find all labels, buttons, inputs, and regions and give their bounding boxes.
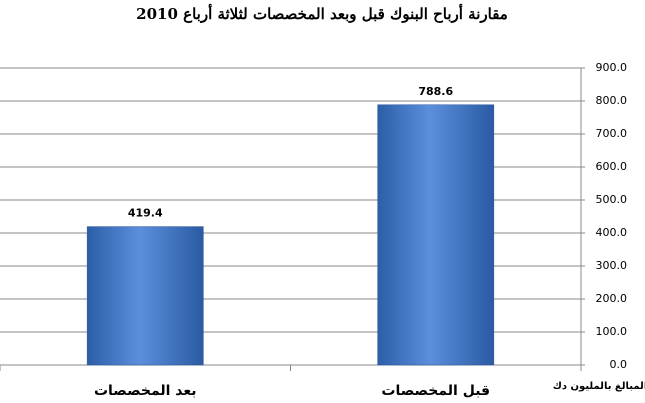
y-tick-label: 100.0 — [596, 325, 628, 338]
y-tick-label: 500.0 — [596, 193, 628, 206]
y-tick-label: 700.0 — [596, 127, 628, 140]
y-tick-label: 400.0 — [596, 226, 628, 239]
bar — [86, 226, 204, 366]
y-tick-label: 0.0 — [610, 358, 628, 371]
y-tick-label: 900.0 — [596, 61, 628, 74]
value-label: 788.6 — [418, 85, 453, 98]
y-tick-label: 300.0 — [596, 259, 628, 272]
value-label: 419.4 — [128, 207, 163, 220]
x-tick-label: بعد المخصصات — [94, 383, 197, 399]
x-tick-label: قبل المخصصات — [381, 383, 490, 399]
y-tick-label: 200.0 — [596, 292, 628, 305]
chart-title: مقارنة أرباح البنوك قبل وبعد المخصصات لث… — [136, 3, 508, 23]
y-tick-label: 600.0 — [596, 160, 628, 173]
bar — [377, 104, 495, 366]
y-axis-label: المبالغ بالمليون دك — [553, 381, 645, 392]
y-tick-label: 800.0 — [596, 94, 628, 107]
